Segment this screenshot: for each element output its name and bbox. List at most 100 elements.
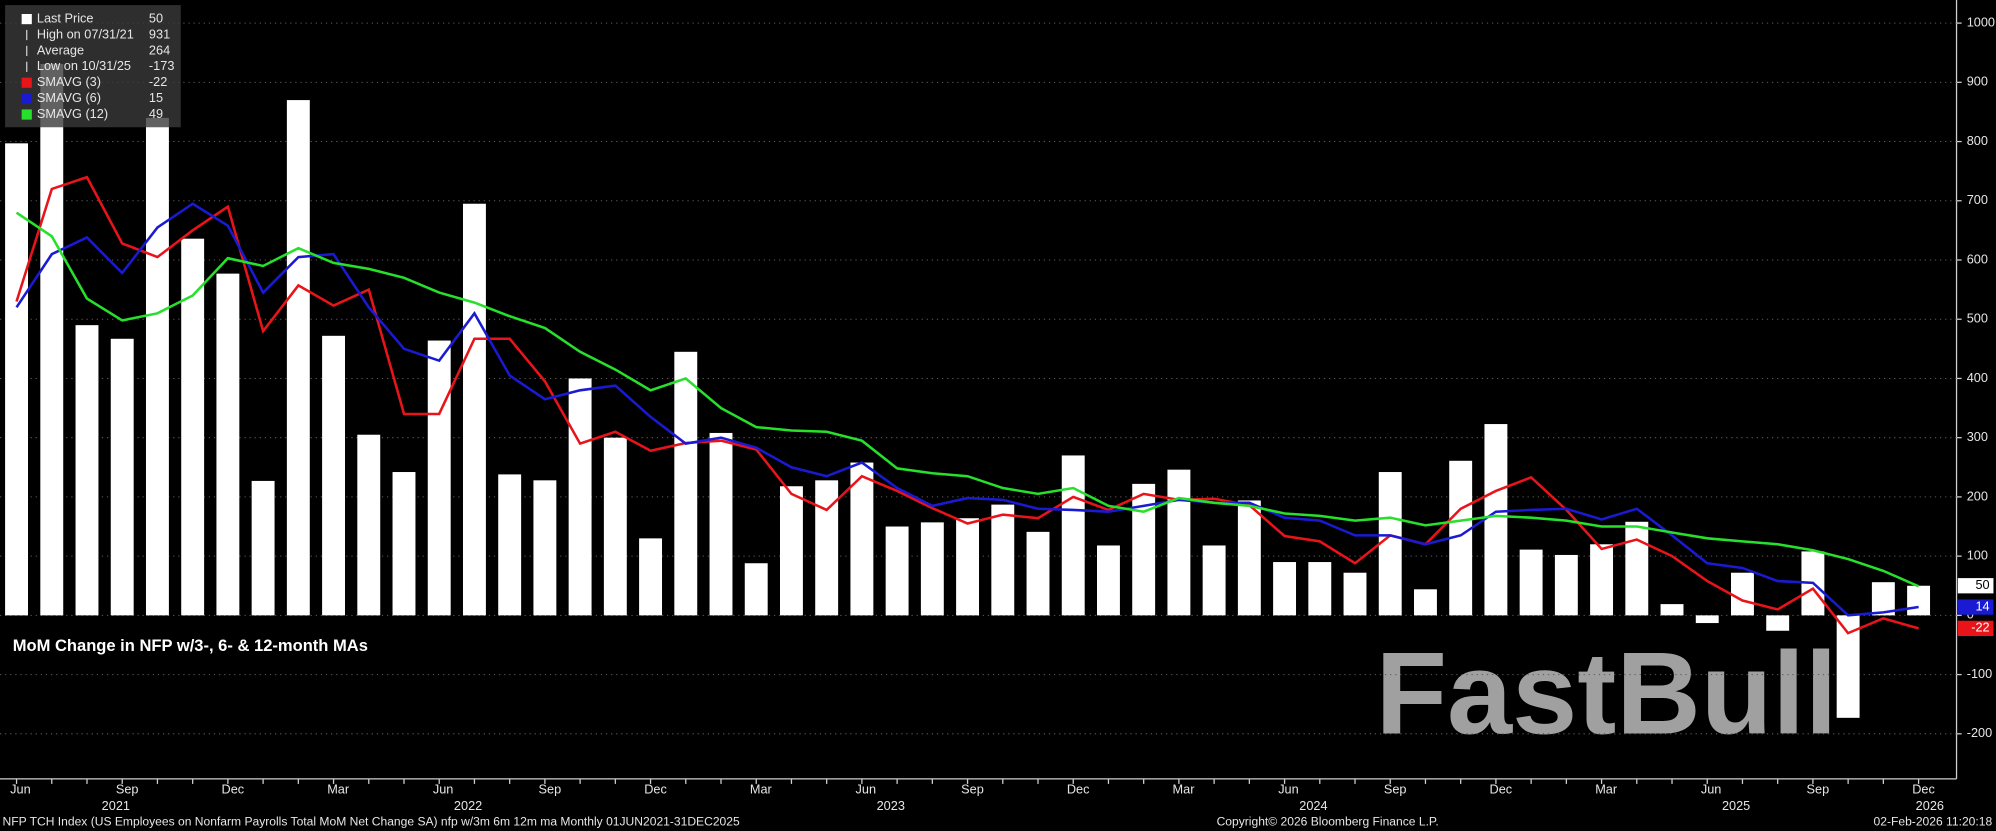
x-tick-label: Sep bbox=[1807, 782, 1830, 797]
legend-value: 49 bbox=[149, 106, 163, 121]
bar bbox=[709, 432, 733, 616]
x-tick-label: Jun bbox=[10, 782, 31, 797]
x-tick-label: Jun bbox=[1278, 782, 1299, 797]
last-value-tag bbox=[1957, 599, 1994, 615]
y-tick-label: -100 bbox=[1967, 666, 1992, 681]
bar bbox=[357, 434, 381, 616]
bar bbox=[1414, 589, 1437, 616]
bar bbox=[498, 474, 522, 616]
bar bbox=[1731, 572, 1754, 616]
legend-value: 50 bbox=[149, 10, 163, 25]
legend-label: SMAVG (6) bbox=[37, 90, 101, 105]
legend-label: SMAVG (12) bbox=[37, 106, 108, 121]
x-tick-label: Sep bbox=[961, 782, 984, 797]
legend-value: -173 bbox=[149, 58, 174, 73]
bar bbox=[1202, 545, 1226, 616]
bar bbox=[1625, 521, 1649, 616]
bar bbox=[1554, 554, 1578, 616]
legend-swatch bbox=[21, 93, 32, 104]
bar bbox=[1273, 562, 1297, 616]
legend-value: -22 bbox=[149, 74, 167, 89]
y-tick-label: 100 bbox=[1967, 547, 1988, 562]
bar bbox=[1061, 455, 1085, 616]
y-tick-label: 500 bbox=[1967, 311, 1988, 326]
x-tick-label: Dec bbox=[1490, 782, 1513, 797]
bar bbox=[1449, 460, 1473, 616]
legend-swatch bbox=[21, 77, 32, 88]
bar bbox=[1237, 500, 1261, 616]
legend-value: 931 bbox=[149, 26, 170, 41]
ma-line bbox=[15, 175, 1919, 635]
last-value-label: 14 bbox=[1975, 598, 1989, 613]
bar bbox=[815, 480, 839, 616]
y-tick-label: 200 bbox=[1967, 488, 1988, 503]
bar bbox=[1871, 582, 1895, 616]
y-tick-label: -200 bbox=[1967, 725, 1992, 740]
bar bbox=[1907, 585, 1931, 616]
footer-source: NFP TCH Index (US Employees on Nonfarm P… bbox=[3, 814, 740, 828]
x-tick-label: Sep bbox=[116, 782, 139, 797]
watermark: FastBull bbox=[1376, 627, 1838, 758]
bar bbox=[1519, 549, 1543, 616]
x-tick-label: Mar bbox=[1173, 782, 1196, 797]
x-tick-label: Jun bbox=[1701, 782, 1722, 797]
x-year-label: 2024 bbox=[1299, 798, 1327, 813]
x-tick-label: Dec bbox=[1067, 782, 1090, 797]
last-value-tag bbox=[1957, 578, 1994, 594]
bar bbox=[674, 351, 698, 616]
legend-swatch bbox=[21, 13, 32, 25]
bar bbox=[1132, 483, 1156, 616]
chart-title: MoM Change in NFP w/3-, 6- & 12-month MA… bbox=[13, 636, 368, 655]
legend-value: 15 bbox=[149, 90, 163, 105]
bar bbox=[145, 117, 169, 616]
bar bbox=[991, 504, 1015, 616]
y-tick-label: 700 bbox=[1967, 192, 1988, 207]
bar bbox=[1096, 545, 1120, 616]
footer-timestamp: 02-Feb-2026 11:20:18 bbox=[1874, 814, 1993, 828]
bar bbox=[286, 100, 310, 616]
bar bbox=[639, 538, 663, 616]
bar bbox=[956, 518, 980, 616]
bar bbox=[920, 522, 944, 616]
bar bbox=[1026, 531, 1050, 616]
x-tick-label: Jun bbox=[856, 782, 877, 797]
legend-value: 264 bbox=[149, 42, 170, 57]
y-tick-label: 900 bbox=[1967, 74, 1988, 89]
bar bbox=[181, 238, 205, 616]
bar bbox=[568, 378, 592, 616]
bar bbox=[1836, 615, 1860, 718]
x-tick-label: Mar bbox=[327, 782, 350, 797]
legend: Last Price 50 High on 07/31/21 931 Average 26… bbox=[5, 5, 181, 128]
x-tick-label: Dec bbox=[644, 782, 667, 797]
bar bbox=[1590, 544, 1614, 616]
x-year-label: 2023 bbox=[877, 798, 905, 813]
x-tick-label: Dec bbox=[222, 782, 245, 797]
legend-swatch bbox=[21, 109, 32, 120]
last-value-label: -22 bbox=[1971, 620, 1989, 635]
last-value-tag bbox=[1957, 620, 1994, 637]
x-tick-label: Dec bbox=[1912, 782, 1935, 797]
bar bbox=[779, 486, 803, 616]
plot-area: -200-10001002003004005006007008009001000… bbox=[0, 14, 1995, 813]
legend-box bbox=[5, 5, 181, 128]
bar bbox=[1660, 604, 1684, 616]
x-year-label: 2022 bbox=[454, 798, 482, 813]
x-tick-label: Mar bbox=[750, 782, 773, 797]
bar bbox=[1308, 562, 1332, 616]
legend-label: High on 07/31/21 bbox=[37, 26, 134, 41]
bar bbox=[1378, 472, 1402, 616]
x-tick-label: Sep bbox=[1384, 782, 1407, 797]
legend-label: SMAVG (3) bbox=[37, 74, 101, 89]
y-tick-label: 800 bbox=[1967, 133, 1988, 148]
bar bbox=[850, 462, 874, 616]
ma-line bbox=[15, 211, 1920, 588]
bar bbox=[322, 335, 346, 616]
bar bbox=[885, 526, 909, 616]
last-value-label: 50 bbox=[1975, 577, 1989, 592]
bar bbox=[603, 437, 627, 616]
bar bbox=[5, 143, 29, 616]
y-tick-label: 300 bbox=[1967, 429, 1988, 444]
x-year-label: 2021 bbox=[102, 798, 130, 813]
y-tick-label: 600 bbox=[1967, 251, 1988, 266]
